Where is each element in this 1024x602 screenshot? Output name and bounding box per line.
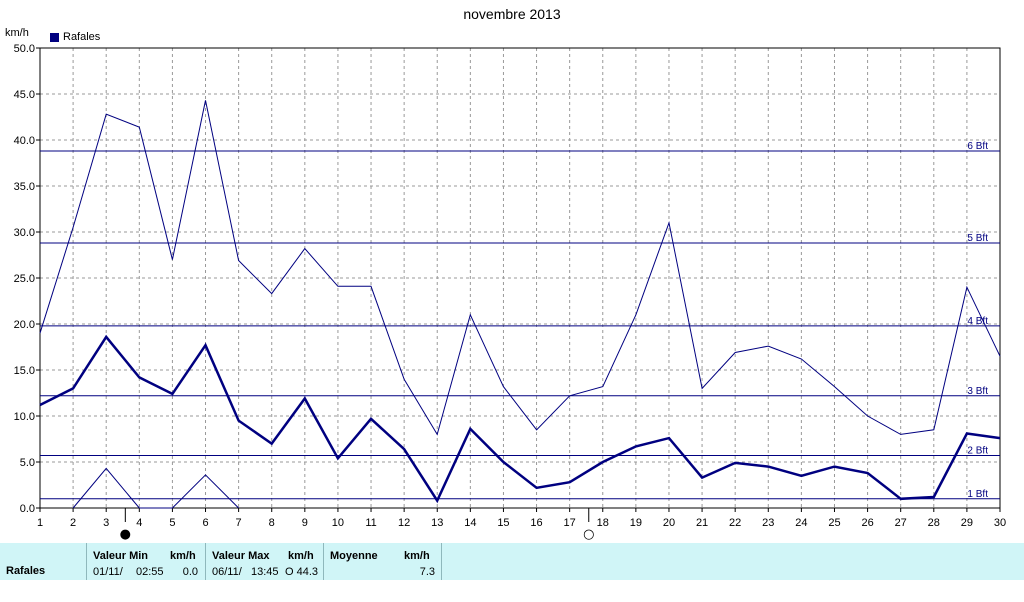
x-tick-label: 10 xyxy=(332,517,344,529)
y-tick-label: 15.0 xyxy=(14,365,35,377)
min-time: 02:55 xyxy=(136,566,164,578)
x-tick-label: 19 xyxy=(630,517,642,529)
x-tick-label: 27 xyxy=(895,517,907,529)
y-tick-label: 40.0 xyxy=(14,135,35,147)
y-axis-unit: km/h xyxy=(5,27,29,39)
chart-title: novembre 2013 xyxy=(463,6,561,22)
x-tick-label: 21 xyxy=(696,517,708,529)
x-tick-label: 26 xyxy=(861,517,873,529)
x-tick-label: 29 xyxy=(961,517,973,529)
y-tick-label: 20.0 xyxy=(14,319,35,331)
beaufort-label: 3 Bft xyxy=(967,386,988,397)
chart-plot: 0.0 5.0 10.0 15.0 20.0 25.0 30.0 35.0 40.0 45.0 50… xyxy=(14,43,1007,540)
y-tick-label: 25.0 xyxy=(14,273,35,285)
summary-divider xyxy=(205,543,206,580)
summary-divider xyxy=(441,543,442,580)
beaufort-label: 4 Bft xyxy=(967,316,988,327)
summary-divider xyxy=(323,543,324,580)
beaufort-label: 1 Bft xyxy=(967,489,988,500)
x-tick-label: 6 xyxy=(202,517,208,529)
x-tick-label: 15 xyxy=(497,517,509,529)
min-header: Valeur Min xyxy=(93,550,149,562)
summary-divider xyxy=(86,543,87,580)
x-tick-label: 7 xyxy=(236,517,242,529)
max-unit: km/h xyxy=(288,550,314,562)
x-tick-label: 14 xyxy=(464,517,476,529)
legend-swatch xyxy=(50,32,59,42)
moon-phase-icon: ● xyxy=(120,527,131,540)
x-tick-label: 20 xyxy=(663,517,675,529)
x-tick-label: 5 xyxy=(169,517,175,529)
x-tick-label: 12 xyxy=(398,517,410,529)
series-line-average xyxy=(39,334,1001,504)
beaufort-label: 6 Bft xyxy=(967,141,988,152)
max-value: O 44.3 xyxy=(284,566,318,578)
legend-label: Rafales xyxy=(63,31,101,43)
y-tick-label: 0.0 xyxy=(20,503,35,515)
x-tick-label: 2 xyxy=(70,517,76,529)
avg-unit: km/h xyxy=(404,550,430,562)
x-tick-label: 16 xyxy=(530,517,542,529)
x-tick-label: 28 xyxy=(928,517,940,529)
x-tick-label: 13 xyxy=(431,517,443,529)
y-tick-label: 45.0 xyxy=(14,89,35,101)
x-tick-label: 1 xyxy=(37,517,43,529)
y-tick-label: 5.0 xyxy=(20,457,35,469)
x-tick-label: 11 xyxy=(365,517,376,529)
min-date: 01/11/ xyxy=(93,566,123,578)
x-tick-label: 18 xyxy=(597,517,609,529)
max-date: 06/11/ xyxy=(212,566,242,578)
x-tick-label: 24 xyxy=(795,517,807,529)
max-header: Valeur Max xyxy=(212,550,270,562)
plot-frame xyxy=(39,47,1001,509)
min-unit: km/h xyxy=(170,550,196,562)
max-time: 13:45 xyxy=(251,566,279,578)
x-tick-label: 4 xyxy=(136,517,142,529)
avg-value: 7.3 xyxy=(419,566,435,578)
series-line-max xyxy=(39,100,1001,436)
beaufort-label: 5 Bft xyxy=(967,233,988,244)
y-tick-label: 35.0 xyxy=(14,181,35,193)
x-tick-label: 23 xyxy=(762,517,774,529)
x-tick-label: 9 xyxy=(302,517,308,529)
x-tick-label: 8 xyxy=(269,517,275,529)
legend: Rafales xyxy=(50,31,100,43)
x-tick-label: 25 xyxy=(828,517,840,529)
avg-header: Moyenne xyxy=(330,550,378,562)
summary-panel: Rafales Valeur Min km/h 01/11/ 02:55 0.0… xyxy=(0,543,1024,580)
x-tick-label: 30 xyxy=(994,517,1006,529)
min-value: 0.0 xyxy=(182,566,198,578)
x-tick-label: 17 xyxy=(564,517,576,529)
summary-row-label: Rafales xyxy=(6,565,46,577)
x-tick-label: 22 xyxy=(729,517,741,529)
series-line-min xyxy=(72,467,239,509)
x-tick-label: 3 xyxy=(103,517,109,529)
y-tick-label: 50.0 xyxy=(14,43,35,55)
y-tick-label: 10.0 xyxy=(14,411,35,423)
y-tick-label: 30.0 xyxy=(14,227,35,239)
moon-phase-icon: ○ xyxy=(583,527,594,540)
beaufort-label: 2 Bft xyxy=(967,446,988,457)
